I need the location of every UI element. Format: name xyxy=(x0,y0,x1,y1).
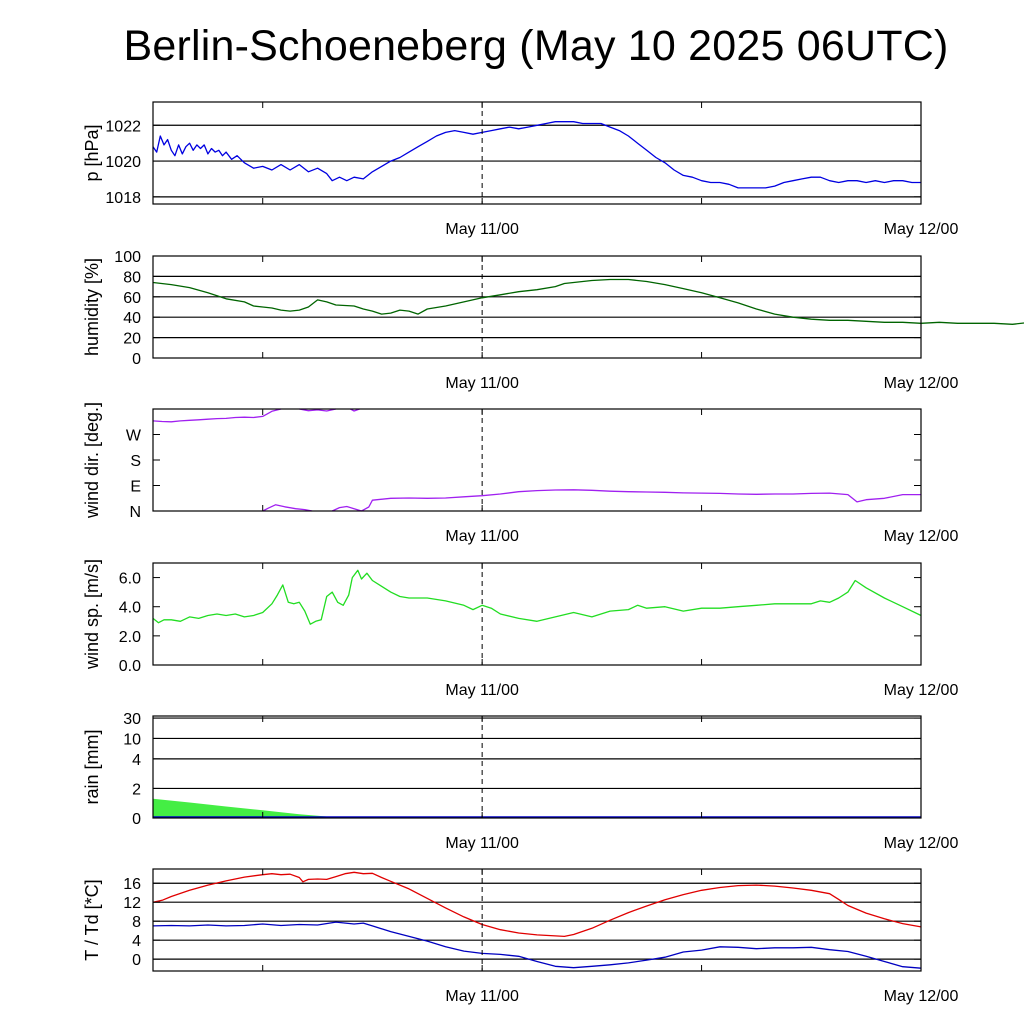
temperature_dewpoint-ylabel: T / Td [*C] xyxy=(82,879,102,960)
temperature_dewpoint-xtick-label-0: May 11/00 xyxy=(445,988,519,1005)
pressure-ytick-label-1: 1020 xyxy=(105,154,141,171)
rain-ytick-label-2: 4 xyxy=(132,752,141,769)
rain-ytick-label-4: 30 xyxy=(123,711,141,728)
pressure-xtick-label-1: May 12/00 xyxy=(884,221,959,238)
wind_speed-xtick-label-0: May 11/00 xyxy=(445,682,519,699)
temperature_dewpoint-ytick-label-3: 12 xyxy=(123,895,141,912)
humidity-ytick-label-0: 0 xyxy=(132,351,141,368)
wind_direction-xtick-label-0: May 11/00 xyxy=(445,528,519,545)
temperature_dewpoint-frame xyxy=(152,868,922,972)
temperature_dewpoint-ytick-label-4: 16 xyxy=(123,876,141,893)
wind_direction-series-line-1 xyxy=(299,408,337,412)
wind_speed-frame xyxy=(152,562,922,666)
wind_direction-ytick-label-2: S xyxy=(130,453,141,470)
humidity-ytick-label-2: 40 xyxy=(123,310,141,327)
wind_direction-ylabel: wind dir. [deg.] xyxy=(82,402,102,519)
humidity-series-line-0 xyxy=(152,278,1024,325)
humidity-ylabel: humidity [%] xyxy=(82,258,102,356)
temperature_dewpoint-ytick-label-0: 0 xyxy=(132,952,141,969)
wind_direction-frame xyxy=(152,408,922,512)
wind_speed-ytick-label-0: 0.0 xyxy=(119,658,141,675)
wind_direction-ytick-label-1: E xyxy=(130,479,141,496)
temperature_dewpoint-ytick-label-2: 8 xyxy=(132,914,141,931)
rain-ytick-label-3: 10 xyxy=(123,731,141,748)
wind_speed-ylabel: wind sp. [m/s] xyxy=(82,559,102,670)
humidity-xtick-label-1: May 12/00 xyxy=(884,375,959,392)
temperature_dewpoint-series-line-1 xyxy=(152,921,922,969)
pressure-frame xyxy=(152,101,922,205)
rain-frame xyxy=(152,715,922,819)
temperature_dewpoint-xtick-label-1: May 12/00 xyxy=(884,988,959,1005)
wind_speed-series-line-0 xyxy=(152,569,922,625)
wind_direction-ytick-label-0: N xyxy=(129,504,141,521)
wind_direction-xtick-label-1: May 12/00 xyxy=(884,528,959,545)
wind_direction-series-line-5 xyxy=(361,489,921,512)
wind_direction-series-line-2 xyxy=(350,408,360,412)
wind_speed-ytick-label-3: 6.0 xyxy=(119,571,141,588)
wind_direction-ytick-label-3: W xyxy=(126,428,142,445)
chart-title: Berlin-Schoeneberg (May 10 2025 06UTC) xyxy=(123,22,949,70)
rain-ytick-label-1: 2 xyxy=(132,781,141,798)
rain-area-0 xyxy=(153,798,921,818)
rain-xtick-label-1: May 12/00 xyxy=(884,835,959,852)
rain-ylabel: rain [mm] xyxy=(82,729,102,804)
pressure-series-line-0 xyxy=(152,121,921,189)
pressure-ytick-label-2: 1022 xyxy=(105,118,141,135)
wind_speed-xtick-label-1: May 12/00 xyxy=(884,682,959,699)
humidity-xtick-label-0: May 11/00 xyxy=(445,375,519,392)
humidity-ytick-label-4: 80 xyxy=(123,269,141,286)
rain-xtick-label-0: May 11/00 xyxy=(445,835,519,852)
pressure-ylabel: p [hPa] xyxy=(82,124,102,181)
wind_direction-series-line-4 xyxy=(331,505,362,512)
humidity-ytick-label-3: 60 xyxy=(123,290,141,307)
humidity-ytick-label-1: 20 xyxy=(123,331,141,348)
humidity-ytick-label-5: 100 xyxy=(114,249,141,266)
wind_direction-series-line-0 xyxy=(152,408,282,423)
wind_direction-series-line-3 xyxy=(262,504,313,512)
temperature_dewpoint-ytick-label-1: 4 xyxy=(132,933,141,950)
pressure-ytick-label-0: 1018 xyxy=(105,190,141,207)
rain-ytick-label-0: 0 xyxy=(132,811,141,828)
wind_speed-ytick-label-1: 2.0 xyxy=(119,629,141,646)
wind_speed-ytick-label-2: 4.0 xyxy=(119,600,141,617)
pressure-xtick-label-0: May 11/00 xyxy=(445,221,519,238)
humidity-frame xyxy=(152,255,922,359)
temperature_dewpoint-series-line-0 xyxy=(152,871,922,938)
